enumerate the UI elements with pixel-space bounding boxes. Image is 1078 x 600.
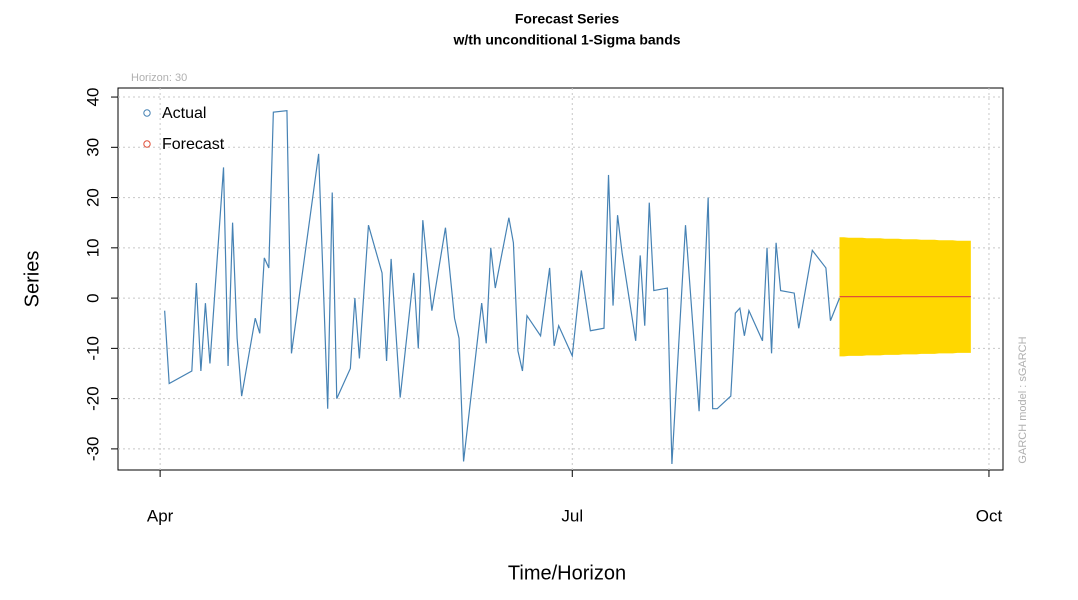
chart-subtitle: w/th unconditional 1-Sigma bands [452, 32, 680, 48]
y-tick-label: -30 [83, 437, 102, 462]
y-tick-label: 10 [83, 238, 102, 257]
side-note: GARCH model : sGARCH [1017, 336, 1029, 463]
chart-title: Forecast Series [515, 11, 619, 27]
y-tick-label: 20 [83, 188, 102, 207]
y-tick-label: -10 [83, 336, 102, 361]
legend-marker [143, 140, 151, 148]
y-axis-label: Series [21, 251, 43, 308]
x-tick-label: Jul [561, 506, 583, 525]
y-tick-label: 40 [83, 88, 102, 107]
legend-label: Forecast [162, 136, 225, 153]
legend-marker [143, 109, 151, 117]
x-tick-label: Oct [976, 506, 1003, 525]
x-axis-label: Time/Horizon [508, 562, 626, 584]
y-tick-label: 30 [83, 138, 102, 157]
annotation: Horizon: 30 [131, 72, 187, 84]
y-tick-label: 0 [83, 293, 102, 302]
series-line [164, 109, 841, 465]
y-tick-label: -20 [83, 386, 102, 411]
legend-label: Actual [162, 105, 206, 122]
x-tick-label: Apr [147, 506, 174, 525]
